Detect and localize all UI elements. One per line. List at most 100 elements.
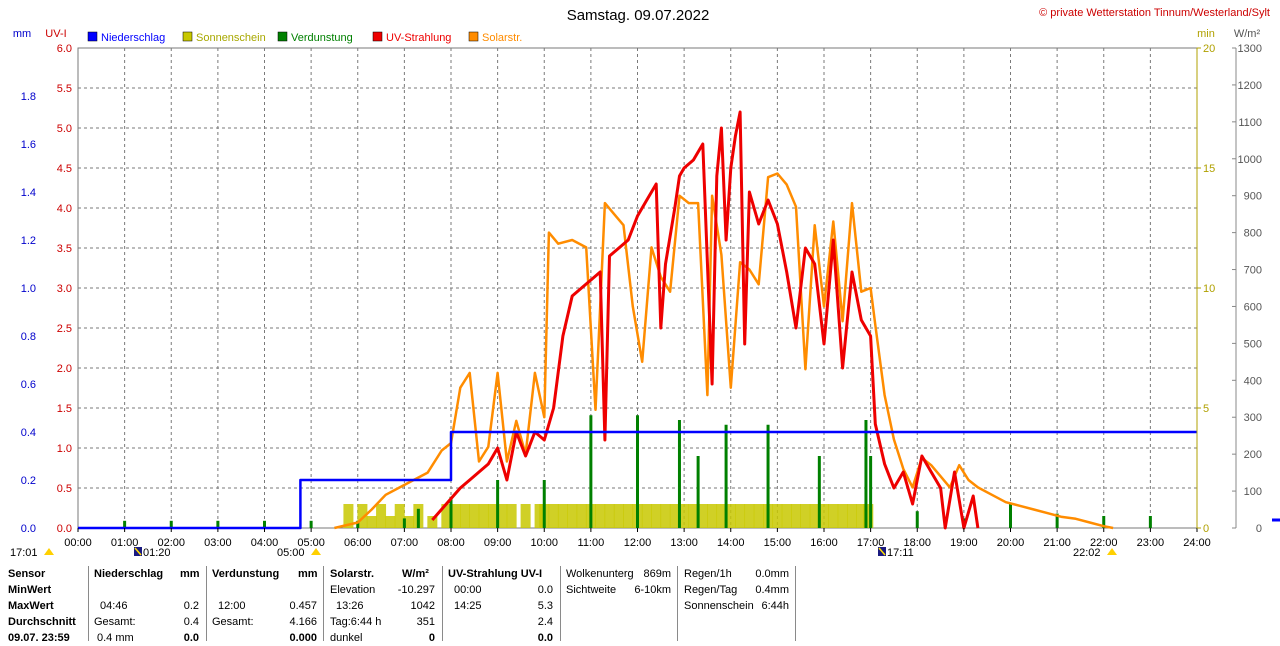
uv-avg-value: 2.4 [537, 616, 553, 628]
x-tick-label: 07:00 [391, 537, 419, 549]
uv-tick-label: 0.0 [57, 523, 72, 535]
solar-unit: W/m² [402, 568, 429, 580]
mm-tick-label: 1.8 [21, 91, 36, 103]
sunshine-bar [567, 504, 578, 528]
mm-axis-label: mm [13, 28, 31, 40]
cloud-base-value: 869m [643, 568, 671, 580]
legend-label: Verdunstung [291, 32, 353, 44]
x-tick-label: 20:00 [997, 537, 1025, 549]
uv-axis-label: UV-I [45, 28, 66, 40]
solar-dark-label: dunkel [330, 632, 363, 644]
label-date: 09.07. 23:59 [8, 632, 70, 644]
legend-label: Sonnenschein [196, 32, 266, 44]
stats-evap-block: Verdunstung mm 12:00 0.457 Gesamt: 4.166 0.… [212, 566, 320, 644]
x-tick-label: 00:00 [64, 537, 92, 549]
uv-tick-label: 3.5 [57, 243, 72, 255]
sunshine-bar [781, 504, 792, 528]
mm-tick-label: 0.0 [21, 523, 36, 535]
rain-day-value: 0.4mm [755, 584, 789, 596]
uv-tick-label: 4.5 [57, 163, 72, 175]
x-tick-label: 24:00 [1183, 537, 1211, 549]
wm2-tick-label: 500 [1244, 338, 1262, 350]
label-min: MinWert [8, 584, 52, 596]
sunshine-bar [819, 504, 829, 528]
x-tick-label: 16:00 [810, 537, 838, 549]
separator [442, 566, 443, 641]
sunshine-bar [469, 504, 480, 528]
x-tick-label: 13:00 [670, 537, 698, 549]
x-tick-label: 15:00 [764, 537, 792, 549]
stats-cloud-block: Wolkenunterg 869m Sichtweite 6-10km [566, 566, 674, 641]
solar-day-value: 351 [416, 616, 435, 628]
sunshine-bar [669, 504, 680, 528]
series-layer [78, 110, 1197, 530]
sunshine-bar [623, 504, 634, 528]
visibility-value: 6-10km [634, 584, 671, 596]
sunshine-bar [376, 504, 387, 528]
uv-tick-label: 5.5 [57, 83, 72, 95]
separator [206, 566, 207, 641]
sunshine-bar [427, 516, 438, 528]
sunshine-bar [651, 504, 662, 528]
solar-dark-value: 0 [428, 632, 435, 644]
wm2-tick-label: 800 [1244, 228, 1262, 240]
x-tick-label: 01:00 [111, 537, 139, 549]
uv-tick-label: 1.0 [57, 443, 72, 455]
stats-solar-block: Solarstr. W/m² Elevation -10.297 13:26 1042… [330, 566, 438, 644]
sunshine-bar [846, 504, 857, 528]
sunshine-label: Sonnenschein [684, 600, 754, 612]
uv-min-time: 00:00 [454, 584, 482, 596]
label-avg: Durchschnitt [8, 616, 76, 628]
wm2-tick-label: 300 [1244, 412, 1262, 424]
sunshine-bar [707, 504, 718, 528]
x-tick-label: 05:00 [297, 537, 325, 549]
sunshine-bar [772, 504, 783, 528]
uv-max-value: 5.3 [537, 600, 553, 612]
uv-tick-label: 0.5 [57, 483, 72, 495]
time-marker-label: 01:20 [143, 547, 171, 559]
wm2-tick-label: 900 [1244, 191, 1262, 203]
precip-unit: mm [180, 568, 200, 580]
legend-swatch [182, 31, 193, 42]
uv-min-value: 0.0 [537, 584, 553, 596]
uv-tick-label: 5.0 [57, 123, 72, 135]
mm-tick-label: 1.2 [21, 235, 36, 247]
time-marker-label: 05:00 [277, 547, 305, 559]
sunshine-bar [735, 504, 746, 528]
x-tick-label: 21:00 [1043, 537, 1071, 549]
legend-swatch [277, 31, 288, 42]
rain-day-label: Regen/Tag [684, 584, 738, 596]
sunshine-bar [441, 504, 452, 528]
wm2-tick-label: 200 [1244, 449, 1262, 461]
wm2-tick-label: 1100 [1238, 117, 1262, 129]
sunshine-bar [753, 504, 764, 528]
wm2-tick-label: 1000 [1238, 154, 1262, 166]
statistics-panel: Sensor MinWert MaxWert Durchschnitt 09.0… [0, 566, 800, 644]
x-tick-label: 03:00 [204, 537, 232, 549]
sunshine-value: 6:44h [761, 600, 789, 612]
time-marker-label: 17:01 [10, 547, 38, 559]
uv-max-time: 14:25 [454, 600, 482, 612]
precip-header: Niederschlag [94, 568, 164, 580]
sunshine-bar [688, 504, 699, 528]
uv-tick-label: 4.0 [57, 203, 72, 215]
sun-moon-markers: 17:01 01:20 05:00 17:11 22:02 [10, 547, 1117, 559]
x-tick-label: 18:00 [903, 537, 931, 549]
sunshine-bar [595, 504, 606, 528]
sunshine-bar [357, 504, 368, 528]
moon-icon-detail [134, 547, 142, 556]
legend-swatch [372, 31, 383, 42]
mm-tick-label: 0.6 [21, 379, 36, 391]
wm2-tick-label: 700 [1244, 265, 1262, 277]
station-credit: © private Wetterstation Tinnum/Westerlan… [1039, 7, 1270, 19]
x-tick-label: 06:00 [344, 537, 372, 549]
precip-row4-value: 0.0 [183, 632, 199, 644]
uv-tick-label: 3.0 [57, 283, 72, 295]
sunshine-bar [385, 516, 396, 528]
wm2-tick-label: 400 [1244, 375, 1262, 387]
solar-max-time: 13:26 [336, 600, 364, 612]
label-sensor: Sensor [8, 568, 46, 580]
wm2-tick-label: 0 [1256, 523, 1262, 535]
sunshine-bar [828, 504, 839, 528]
mm-tick-label: 0.4 [21, 427, 36, 439]
